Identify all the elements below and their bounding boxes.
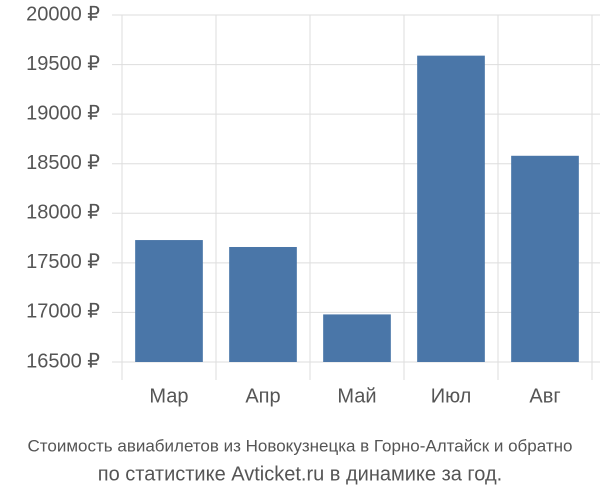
bar <box>511 155 579 362</box>
bar <box>323 314 391 362</box>
chart-title: Стоимость авиабилетов из Новокузнецка в … <box>28 436 573 455</box>
y-tick-label: 18500 ₽ <box>26 152 100 174</box>
x-tick-label: Мар <box>149 385 188 407</box>
y-tick-label: 17500 ₽ <box>26 251 100 273</box>
x-tick-label: Авг <box>529 385 560 407</box>
bar <box>135 240 203 362</box>
y-tick-label: 19000 ₽ <box>26 102 100 124</box>
y-tick-label: 19500 ₽ <box>26 53 100 75</box>
y-tick-label: 17000 ₽ <box>26 301 100 323</box>
x-tick-label: Июл <box>431 385 472 407</box>
y-tick-label: 20000 ₽ <box>26 3 100 25</box>
x-tick-label: Май <box>337 385 376 407</box>
x-tick-label: Апр <box>245 385 280 407</box>
chart-subtitle: по статистике Avticket.ru в динамике за … <box>98 463 502 485</box>
bar <box>417 55 485 363</box>
y-tick-label: 16500 ₽ <box>26 350 100 372</box>
y-tick-label: 18000 ₽ <box>26 202 100 224</box>
bar <box>229 246 297 362</box>
